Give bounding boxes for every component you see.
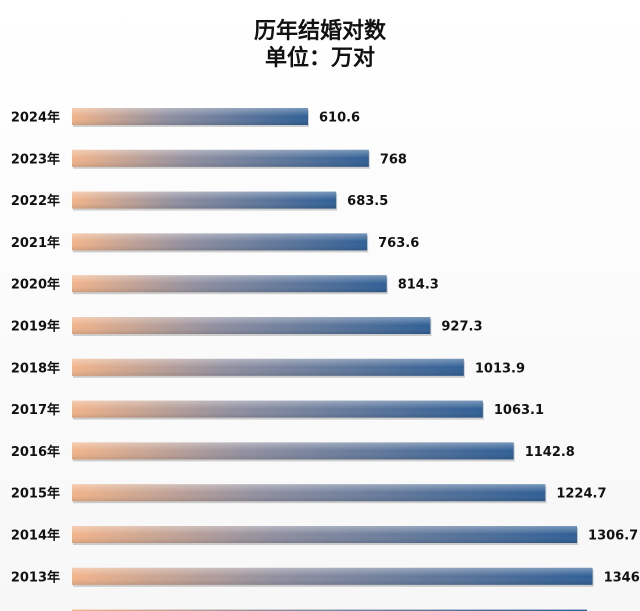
chart-title: 历年结婚对数: [254, 18, 387, 44]
bar-highlight: [72, 275, 387, 293]
category-tick-label: 2022年: [11, 193, 60, 209]
bar-highlight: [72, 400, 483, 418]
category-tick-label: 2021年: [11, 235, 60, 251]
bar-highlight: [72, 233, 368, 251]
bar-highlight: [72, 484, 546, 502]
data-label: 610.6: [319, 111, 360, 126]
data-label: 927.3: [441, 320, 482, 335]
data-label: 768: [380, 152, 407, 167]
category-tick-label: 2019年: [11, 319, 60, 335]
bar-highlight: [72, 567, 593, 585]
category-tick-label: 2016年: [11, 444, 60, 460]
bar-highlight: [72, 526, 578, 543]
bar-highlight: [72, 317, 431, 334]
data-label: 763.6: [378, 236, 419, 251]
category-tick-label: 2014年: [11, 528, 60, 544]
category-tick-label: 2023年: [11, 151, 60, 167]
bar-highlight: [72, 108, 308, 125]
data-label: 1063.1: [494, 403, 544, 418]
data-label: 683.5: [347, 194, 388, 209]
category-tick-label: 2018年: [11, 360, 60, 376]
bar-highlight: [72, 358, 464, 376]
category-tick-label: 2015年: [11, 486, 60, 502]
bar-series: 2024年 610.6 2023年 768 2022年 683.5 2021年 763.6 20…: [11, 108, 640, 611]
category-tick-label: 2017年: [11, 402, 60, 418]
category-tick-label: 2024年: [11, 110, 60, 126]
chart-subtitle: 单位：万对: [265, 45, 375, 71]
bar-cropped: [72, 609, 587, 611]
data-label: 1013.9: [475, 361, 525, 376]
data-label: 814.3: [398, 278, 439, 293]
data-label: 1306.7: [588, 529, 638, 544]
bar-highlight: [72, 149, 369, 167]
category-tick-label: 2013年: [11, 569, 60, 585]
data-label: 1224.7: [556, 487, 606, 502]
data-label: 1346.9: [604, 570, 640, 585]
data-label: 1142.8: [525, 445, 575, 460]
category-tick-label: 2020年: [11, 277, 60, 293]
bar-highlight: [72, 191, 337, 209]
bar-highlight: [72, 442, 514, 460]
